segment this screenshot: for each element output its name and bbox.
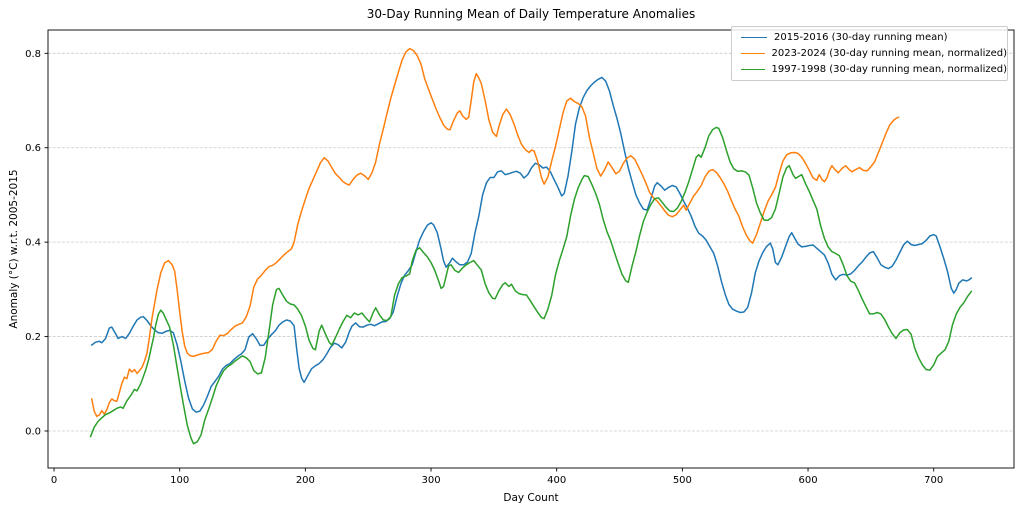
- legend-label: 2015-2016 (30-day running mean): [774, 32, 948, 43]
- legend-label: 1997-1998 (30-day running mean, normaliz…: [771, 64, 1007, 75]
- x-tick-label: 500: [673, 475, 692, 486]
- x-tick-label: 300: [421, 475, 440, 486]
- legend-item: 1997-1998 (30-day running mean, normaliz…: [741, 63, 1007, 76]
- series-line-1997-1998: [89, 126, 973, 445]
- y-tick-label: 0.2: [25, 332, 41, 343]
- x-tick-label: 0: [51, 475, 57, 486]
- x-tick-label: 600: [798, 475, 817, 486]
- legend-item: 2023-2024 (30-day running mean, normaliz…: [741, 47, 1007, 60]
- x-tick-label: 100: [170, 475, 189, 486]
- x-axis-label: Day Count: [503, 492, 559, 504]
- legend-label: 2023-2024 (30-day running mean, normaliz…: [771, 48, 1007, 59]
- series-line-2015-2016: [90, 76, 973, 413]
- legend-line-swatch-2015-2016: [741, 37, 767, 38]
- y-tick-label: 0.8: [25, 49, 41, 60]
- chart-title: 30-Day Running Mean of Daily Temperature…: [366, 7, 696, 21]
- x-tick-label: 200: [296, 475, 315, 486]
- x-tick-label: 400: [547, 475, 566, 486]
- series-line-2023-2024: [90, 47, 900, 418]
- y-tick-label: 0.0: [25, 426, 41, 437]
- y-tick-label: 0.4: [25, 238, 41, 249]
- axes-spines: [47, 29, 1015, 469]
- legend-line-swatch-1997-1998: [741, 69, 765, 70]
- legend-item: 2015-2016 (30-day running mean): [741, 31, 1007, 44]
- x-tick-label: 700: [924, 475, 943, 486]
- legend-line-swatch-2023-2024: [741, 53, 765, 54]
- y-axis-label: Anomaly (°C) w.r.t. 2005-2015: [8, 169, 20, 329]
- y-tick-label: 0.6: [25, 143, 41, 154]
- legend: 2015-2016 (30-day running mean) 2023-202…: [731, 26, 1008, 81]
